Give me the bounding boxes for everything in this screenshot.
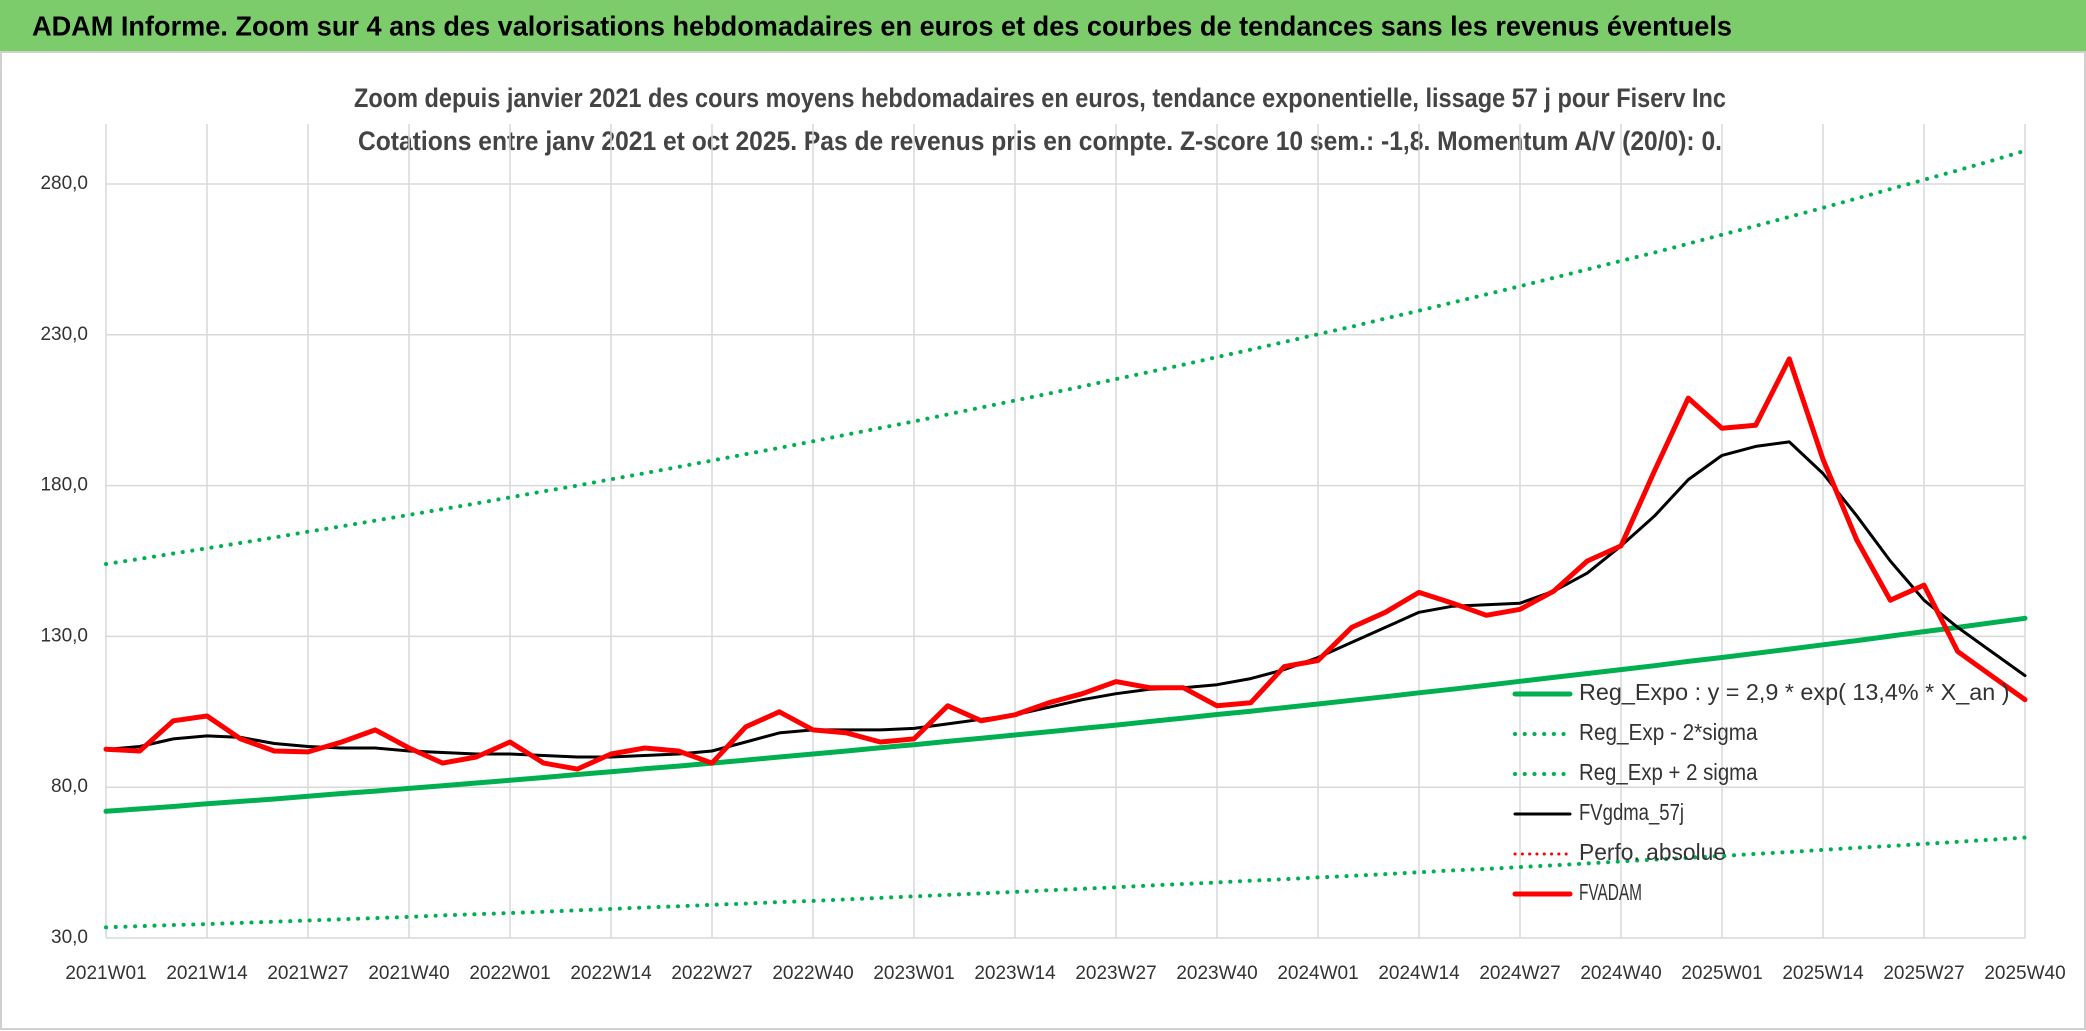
x-tick-label: 2025W01: [1681, 963, 1762, 984]
header-title: ADAM Informe. Zoom sur 4 ans des valoris…: [32, 10, 1732, 41]
y-tick-label: 130,0: [40, 625, 88, 646]
x-tick-label: 2023W01: [873, 963, 954, 984]
x-tick-label: 2025W27: [1883, 963, 1964, 984]
chart-subtitle: Cotations entre janv 2021 et oct 2025. P…: [358, 126, 1722, 156]
y-tick-label: 80,0: [51, 776, 88, 797]
x-tick-label: 2023W27: [1075, 963, 1156, 984]
x-tick-label: 2023W40: [1176, 963, 1257, 984]
y-tick-label: 180,0: [40, 475, 88, 496]
y-tick-label: 30,0: [51, 927, 88, 948]
x-tick-label: 2025W14: [1782, 963, 1864, 984]
x-tick-label: 2022W27: [671, 963, 752, 984]
x-tick-label: 2021W01: [65, 963, 146, 984]
x-tick-label: 2024W40: [1580, 963, 1661, 984]
legend-label: Reg_Exp - 2*sigma: [1579, 719, 1758, 745]
legend-label: Reg_Exp + 2 sigma: [1579, 759, 1758, 785]
series-line: [104, 440, 2027, 759]
x-tick-label: 2021W27: [267, 963, 348, 984]
x-tick-label: 2024W27: [1479, 963, 1560, 984]
series-line: [103, 356, 2028, 772]
x-tick-label: 2024W14: [1378, 963, 1460, 984]
chart-frame: [0, 51, 2086, 1030]
x-tick-label: 2022W40: [772, 963, 853, 984]
x-tick-label: 2025W40: [1984, 963, 2065, 984]
series-line: [103, 615, 2028, 814]
x-tick-label: 2024W01: [1277, 963, 1358, 984]
chart-title: Zoom depuis janvier 2021 des cours moyen…: [354, 83, 1726, 113]
x-tick-label: 2021W14: [166, 963, 248, 984]
x-tick-label: 2022W14: [570, 963, 652, 984]
x-tick-label: 2023W14: [974, 963, 1056, 984]
x-tick-label: 2022W01: [469, 963, 550, 984]
header-bar: [0, 0, 2086, 52]
y-tick-label: 230,0: [40, 324, 88, 345]
legend-label: FVgdma_57j: [1579, 799, 1684, 825]
series-line: [104, 835, 2027, 930]
legend-label: Perfo. absolue: [1579, 839, 1726, 865]
y-tick-label: 280,0: [40, 173, 88, 194]
x-tick-label: 2021W40: [368, 963, 449, 984]
legend-label: Reg_Expo : y = 2,9 * exp( 13,4% * X_an ): [1579, 679, 2010, 705]
legend-label: FVADAM: [1579, 879, 1642, 905]
